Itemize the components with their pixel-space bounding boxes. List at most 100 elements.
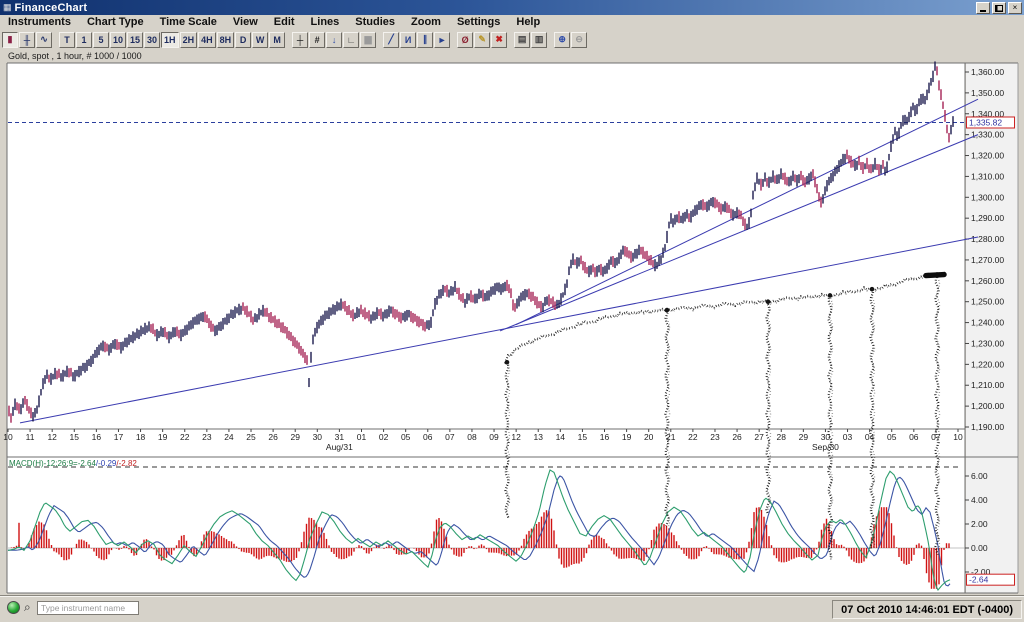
menu-edit[interactable]: Edit bbox=[273, 16, 295, 28]
svg-text:1,360.00: 1,360.00 bbox=[971, 67, 1004, 77]
toolbar-tf-5-button[interactable]: 5 bbox=[93, 31, 109, 48]
toolbar-volume-button[interactable]: ▆ bbox=[360, 31, 377, 48]
menu-chart-type[interactable]: Chart Type bbox=[86, 16, 144, 28]
svg-text:23: 23 bbox=[202, 432, 212, 442]
toolbar-crosshair-button[interactable]: ┼ bbox=[292, 31, 309, 48]
minimize-button[interactable] bbox=[976, 1, 990, 14]
toolbar-tf-2h-button[interactable]: 2H bbox=[179, 31, 198, 48]
menu-help[interactable]: Help bbox=[516, 16, 541, 28]
svg-text:1,200.00: 1,200.00 bbox=[971, 401, 1004, 411]
svg-text:26: 26 bbox=[732, 432, 742, 442]
menu-studies[interactable]: Studies bbox=[355, 16, 396, 28]
svg-text:06: 06 bbox=[423, 432, 433, 442]
svg-text:1,340.00: 1,340.00 bbox=[971, 109, 1004, 119]
toolbar-group-print: ▤ ▥ bbox=[514, 31, 548, 48]
toolbar-candlestick-chart-button[interactable]: ▮ bbox=[2, 31, 18, 48]
svg-text:1,280.00: 1,280.00 bbox=[971, 234, 1004, 244]
svg-text:22: 22 bbox=[688, 432, 698, 442]
svg-text:-2.00: -2.00 bbox=[971, 567, 991, 577]
menu-settings[interactable]: Settings bbox=[456, 16, 501, 28]
toolbar-line-chart-button[interactable]: ∿ bbox=[36, 31, 52, 48]
svg-text:29: 29 bbox=[799, 432, 809, 442]
svg-text:09: 09 bbox=[489, 432, 499, 442]
svg-text:07: 07 bbox=[931, 432, 941, 442]
clock-panel: 07 Oct 2010 14:46:01 EDT (-0400) bbox=[832, 600, 1022, 619]
svg-text:11: 11 bbox=[26, 432, 35, 442]
toolbar-data-cursor-button[interactable]: ↓ bbox=[326, 31, 343, 48]
svg-text:15: 15 bbox=[578, 432, 588, 442]
toolbar-tf-tick-button[interactable]: T bbox=[59, 31, 75, 48]
toolbar-trend-line-button[interactable]: ╱ bbox=[383, 31, 400, 48]
toolbar-delete-all-button[interactable]: ✖ bbox=[491, 31, 508, 48]
restore-button[interactable] bbox=[992, 1, 1006, 14]
svg-text:16: 16 bbox=[600, 432, 610, 442]
svg-text:28: 28 bbox=[777, 432, 787, 442]
toolbar-tf-d-button[interactable]: D bbox=[235, 31, 252, 48]
toolbar-tf-8h-button[interactable]: 8H bbox=[216, 31, 235, 48]
svg-text:Aug/31: Aug/31 bbox=[326, 442, 353, 452]
svg-text:10: 10 bbox=[953, 432, 963, 442]
chart-canvas[interactable]: 1,190.00 1,200.00 1,210.00 1,220.00 1,230.00… bbox=[0, 0, 1024, 596]
svg-text:1,300.00: 1,300.00 bbox=[971, 192, 1004, 202]
app-icon: ▦ bbox=[3, 2, 12, 12]
toolbar-trend-polyline-button[interactable]: И bbox=[400, 31, 417, 48]
svg-text:30: 30 bbox=[821, 432, 831, 442]
svg-text:1,330.00: 1,330.00 bbox=[971, 130, 1004, 140]
toolbar-group-tools: ┼ # ↓ ∟ ▆ bbox=[292, 31, 377, 48]
toolbar-zoom-in-button[interactable]: ⊕ bbox=[554, 31, 571, 48]
svg-text:0.00: 0.00 bbox=[971, 543, 988, 553]
svg-text:4.00: 4.00 bbox=[971, 495, 988, 505]
macd-value-signal: /-0.29 bbox=[95, 459, 117, 468]
svg-text:19: 19 bbox=[622, 432, 632, 442]
toolbar-tf-30-button[interactable]: 30 bbox=[144, 31, 161, 48]
svg-text:19: 19 bbox=[158, 432, 168, 442]
menu-lines[interactable]: Lines bbox=[310, 16, 340, 28]
toolbar-tf-4h-button[interactable]: 4H bbox=[198, 31, 216, 48]
svg-text:21: 21 bbox=[666, 432, 676, 442]
menu-view[interactable]: View bbox=[232, 16, 258, 28]
macd-value-hist: /-2.82 bbox=[116, 459, 137, 468]
svg-text:10: 10 bbox=[3, 432, 13, 442]
toolbar-tf-10-button[interactable]: 10 bbox=[110, 31, 127, 48]
svg-text:27: 27 bbox=[754, 432, 764, 442]
svg-text:1,210.00: 1,210.00 bbox=[971, 380, 1004, 390]
toolbar-tf-15-button[interactable]: 15 bbox=[127, 31, 144, 48]
svg-text:05: 05 bbox=[401, 432, 411, 442]
svg-text:1,290.00: 1,290.00 bbox=[971, 213, 1004, 223]
toolbar-group-timeframe: T 1 5 10 15 30 1H 2H 4H 8H D W M bbox=[59, 31, 286, 48]
svg-text:08: 08 bbox=[467, 432, 477, 442]
toolbar-marker-pen-button[interactable]: ✎ bbox=[474, 31, 491, 48]
toolbar-tf-w-button[interactable]: W bbox=[252, 31, 269, 48]
svg-text:1,230.00: 1,230.00 bbox=[971, 338, 1004, 348]
toolbar-tf-m-button[interactable]: M bbox=[269, 31, 286, 48]
menu-time-scale[interactable]: Time Scale bbox=[159, 16, 217, 28]
toolbar-select-pointer-button[interactable]: ► bbox=[434, 31, 451, 48]
svg-text:13: 13 bbox=[533, 432, 543, 442]
svg-text:22: 22 bbox=[180, 432, 190, 442]
toolbar-erase-line-button[interactable]: Ø bbox=[457, 31, 474, 48]
svg-text:24: 24 bbox=[224, 432, 234, 442]
svg-text:31: 31 bbox=[335, 432, 345, 442]
instrument-search-input[interactable] bbox=[37, 601, 139, 615]
toolbar-print-button[interactable]: ▤ bbox=[514, 31, 531, 48]
toolbar-zoom-out-button[interactable]: ⊖ bbox=[571, 31, 588, 48]
connection-status-led bbox=[7, 601, 20, 614]
toolbar-grid-button[interactable]: # bbox=[309, 31, 326, 48]
macd-indicator-label: MACD(H)-12;26;9=-2.64/-0.29/-2.82 bbox=[9, 459, 137, 468]
svg-text:16: 16 bbox=[92, 432, 102, 442]
toolbar-measure-button[interactable]: ∟ bbox=[343, 31, 360, 48]
svg-text:Sep/30: Sep/30 bbox=[812, 442, 839, 452]
close-button[interactable]: × bbox=[1008, 1, 1022, 14]
svg-text:05: 05 bbox=[887, 432, 897, 442]
toolbar-tf-1h-button[interactable]: 1H bbox=[161, 31, 179, 48]
menu-zoom[interactable]: Zoom bbox=[411, 16, 441, 28]
toolbar-print-preview-button[interactable]: ▥ bbox=[531, 31, 548, 48]
toolbar-bar-chart-button[interactable]: ╫ bbox=[19, 31, 35, 48]
svg-text:20: 20 bbox=[644, 432, 654, 442]
svg-text:06: 06 bbox=[909, 432, 919, 442]
svg-text:1,350.00: 1,350.00 bbox=[971, 88, 1004, 98]
toolbar-channel-button[interactable]: ∥ bbox=[417, 31, 434, 48]
toolbar-tf-1-button[interactable]: 1 bbox=[76, 31, 92, 48]
menu-instruments[interactable]: Instruments bbox=[8, 16, 71, 28]
svg-text:1,190.00: 1,190.00 bbox=[971, 422, 1004, 432]
